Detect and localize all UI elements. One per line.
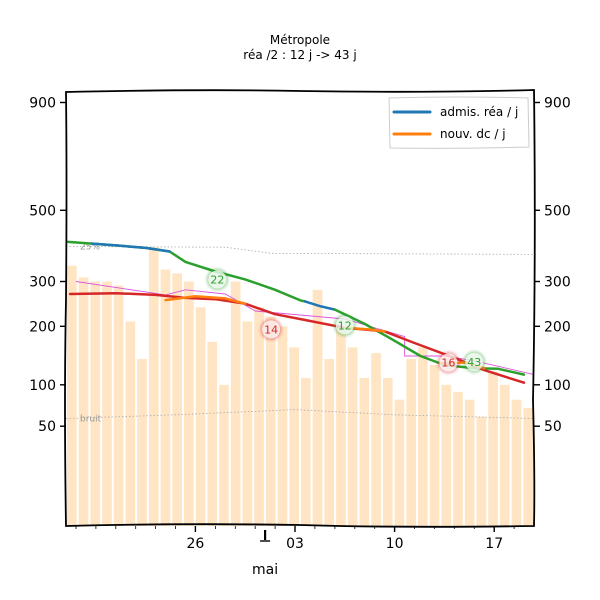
y-tick-label-right: 100 <box>544 378 571 394</box>
bar <box>441 384 452 526</box>
series-line <box>164 294 247 305</box>
series-line <box>90 242 171 253</box>
bar <box>125 321 136 526</box>
bar <box>148 247 159 526</box>
annotation-badge <box>208 270 227 289</box>
annotation-label: 16 <box>441 357 455 370</box>
bar <box>289 347 299 526</box>
annotations-layer: 22 14 12 16 43 <box>206 268 486 374</box>
y-tick-label-right: 50 <box>544 419 562 435</box>
bar <box>312 289 323 526</box>
bar <box>382 377 393 526</box>
bar <box>184 281 194 526</box>
annotation-badge <box>439 353 458 372</box>
bar <box>172 273 182 526</box>
y-tick-label-left: 500 <box>29 203 56 219</box>
series-line <box>303 300 337 311</box>
bar <box>301 377 311 526</box>
y-tick-label-right: 900 <box>544 96 571 112</box>
annotation-label: 22 <box>210 273 224 286</box>
bar <box>78 277 89 526</box>
bar <box>207 341 218 526</box>
reference-lines-layer: 25% bruit <box>65 243 535 425</box>
bar <box>242 321 253 526</box>
bar <box>371 353 381 526</box>
y-tick-label-left: 900 <box>29 96 56 112</box>
legend-label-2: nouv. dc / j <box>440 127 506 141</box>
bar <box>499 384 510 526</box>
y-tick-label-left: 50 <box>38 419 56 435</box>
reference-line <box>65 246 535 255</box>
x-tick-label: 10 <box>386 536 404 552</box>
chart-title: Métropole <box>269 33 331 47</box>
bar <box>336 326 346 526</box>
bar <box>230 281 241 526</box>
bar <box>429 365 440 526</box>
bar <box>90 281 101 526</box>
series-line <box>333 308 526 376</box>
bar <box>137 359 147 526</box>
bar <box>394 399 405 526</box>
bar <box>102 281 112 526</box>
bar <box>511 399 522 526</box>
bar <box>113 285 124 526</box>
x-tick-label: 03 <box>286 536 304 552</box>
bar <box>464 399 475 526</box>
bar <box>67 265 77 526</box>
bar <box>523 407 533 526</box>
bar <box>219 384 229 526</box>
bar <box>324 359 335 526</box>
bar <box>254 307 264 526</box>
x-tick-label: 17 <box>485 536 503 552</box>
annotation-label: 12 <box>338 319 352 332</box>
reference-label: bruit <box>80 415 102 425</box>
annotation-badge <box>262 320 281 339</box>
bar <box>453 392 463 526</box>
axis-layer: 50 50 100 100 200 200 300 300 500 500 900 900 26 03 10… <box>29 96 570 579</box>
bar <box>476 416 487 526</box>
y-tick-label-right: 200 <box>544 319 571 335</box>
y-tick-label-left: 100 <box>29 378 56 394</box>
bar <box>195 307 206 526</box>
legend: admis. réa / j nouv. dc / j <box>388 96 530 149</box>
chart-subtitle: réa /2 : 12 j -> 43 j <box>243 48 357 62</box>
y-tick-label-right: 500 <box>544 203 571 219</box>
reference-line <box>65 409 535 419</box>
reference-label: 25% <box>80 243 100 253</box>
y-tick-label-right: 300 <box>544 275 571 291</box>
bar <box>418 347 428 526</box>
y-tick-label-left: 300 <box>29 275 56 291</box>
bar <box>359 377 370 526</box>
bar <box>277 326 288 526</box>
annotation-badge <box>335 316 354 335</box>
legend-label-1: admis. réa / j <box>440 105 518 119</box>
bars-layer <box>67 247 533 526</box>
bar <box>265 316 276 526</box>
bar <box>347 347 358 526</box>
plot-frame <box>64 89 536 528</box>
x-tick-label: 26 <box>186 536 204 552</box>
bar <box>488 371 498 526</box>
annotation-label: 43 <box>467 356 481 369</box>
annotation-label: 14 <box>264 323 278 336</box>
bar <box>160 269 171 526</box>
y-tick-label-left: 200 <box>29 319 56 335</box>
bar <box>406 359 416 526</box>
x-axis-label: mai <box>252 562 278 578</box>
annotation-badge <box>465 353 484 371</box>
